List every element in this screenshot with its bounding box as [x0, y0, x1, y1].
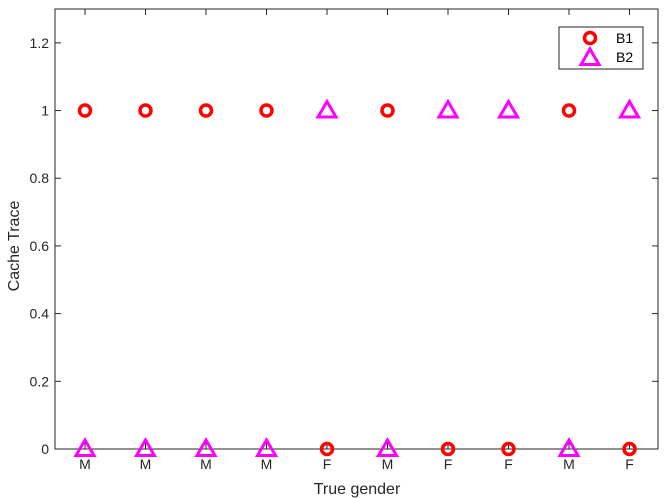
- x-tick-label: M: [79, 456, 91, 472]
- b2-marker: [315, 98, 339, 119]
- x-tick-label: M: [261, 456, 273, 472]
- b2-marker: [133, 437, 158, 457]
- b2-marker: [436, 98, 460, 119]
- b1-marker: [380, 103, 395, 118]
- y-tick-label: 0: [41, 441, 49, 457]
- legend-box: [558, 26, 644, 70]
- legend-label-b1: B1: [616, 30, 633, 46]
- y-tick-label: 0.6: [30, 238, 50, 254]
- y-tick-label: 0.8: [30, 170, 50, 186]
- y-tick-label: 1: [41, 103, 49, 119]
- x-tick-label: F: [625, 456, 634, 472]
- data-markers: [73, 98, 642, 457]
- b2-marker: [375, 437, 400, 457]
- b1-marker: [77, 103, 93, 118]
- b1-marker: [198, 103, 214, 118]
- x-tick-label: F: [323, 456, 332, 472]
- x-tick-label: M: [140, 456, 152, 472]
- y-tick-label: 0.2: [30, 373, 50, 389]
- b2-marker: [496, 98, 521, 119]
- b1-marker: [259, 103, 274, 118]
- b1-marker: [138, 103, 153, 118]
- axis-ticks: 0 0.2 0.4 0.6 0.8 1 1.2 M M M M F M F F M F: [30, 9, 658, 472]
- x-axis-label: True gender: [314, 481, 401, 498]
- b2-marker: [254, 437, 279, 457]
- b1-marker: [319, 441, 335, 457]
- b2-marker: [617, 98, 642, 119]
- b1-marker: [561, 103, 577, 118]
- b1-marker: [440, 441, 456, 457]
- x-tick-label: M: [563, 456, 575, 472]
- b2-marker: [194, 437, 218, 457]
- x-tick-label: M: [382, 456, 394, 472]
- x-tick-label: M: [200, 456, 212, 472]
- legend-marker-b2: [578, 46, 602, 66]
- b2-marker: [557, 437, 581, 457]
- y-tick-label: 0.4: [30, 306, 50, 322]
- axes-box: [54, 8, 659, 450]
- x-tick-label: F: [444, 456, 453, 472]
- b1-marker: [622, 441, 637, 457]
- x-tick-label: F: [504, 456, 513, 472]
- y-axis-label: Cache Trace: [6, 201, 23, 292]
- plot-area: [54, 8, 659, 450]
- b2-marker: [73, 437, 97, 457]
- legend-label-b2: B2: [616, 49, 633, 65]
- legend-marker-b1: [582, 30, 598, 46]
- y-tick-label: 1.2: [30, 35, 50, 51]
- b1-marker: [501, 441, 516, 457]
